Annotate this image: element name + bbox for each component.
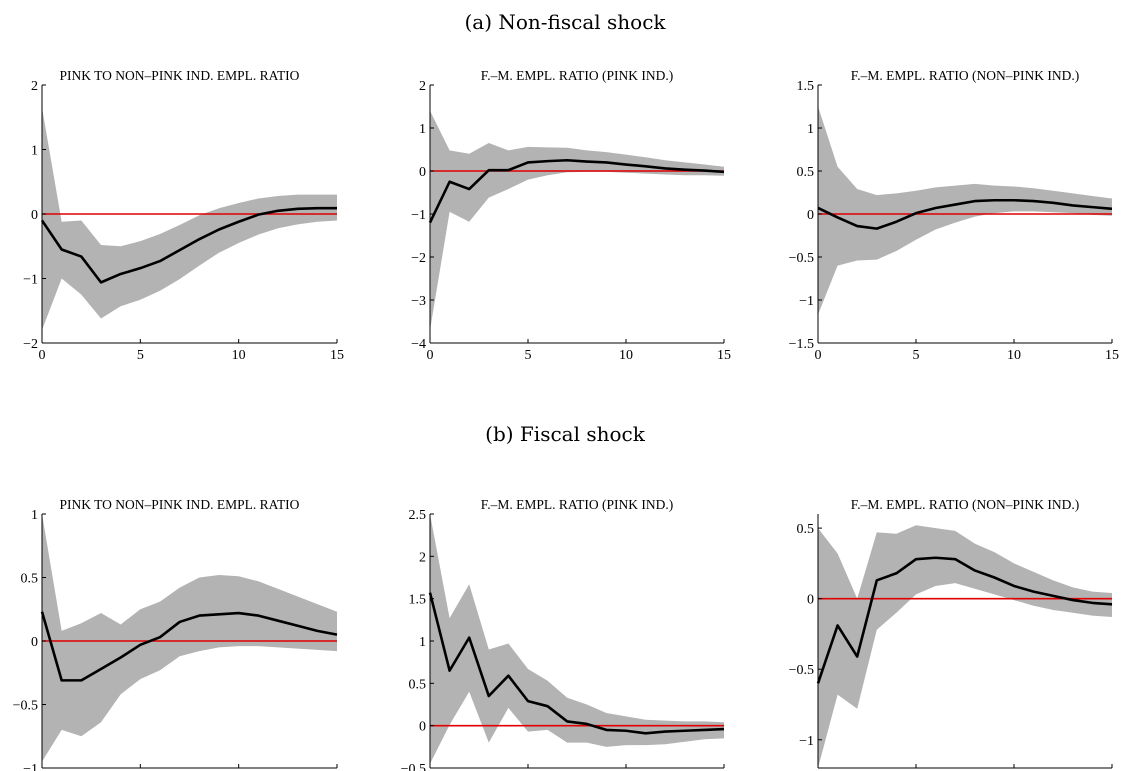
- y-tick-label: 1: [419, 122, 426, 137]
- y-tick-label: 2.5: [409, 508, 427, 523]
- confidence-band: [42, 107, 337, 331]
- median-response-line: [40, 611, 338, 682]
- y-tick-label: −2: [23, 337, 38, 352]
- y-tick-label: −1: [799, 734, 814, 749]
- x-tick-label: 10: [619, 348, 633, 363]
- y-tick-label: −1: [411, 208, 426, 223]
- y-tick-label: 1.5: [409, 593, 427, 608]
- y-tick-label: 0: [807, 593, 814, 608]
- y-tick-label: −0.5: [789, 663, 814, 678]
- chart-panel-1: 0 5 10 15 −2 −1 0 1 2 PINK TO NON–PINK IND. EMPL.…: [23, 68, 344, 363]
- y-tick-label: −3: [411, 294, 426, 309]
- x-tick-label: 0: [39, 348, 46, 363]
- y-tick-label: 0.5: [21, 572, 39, 587]
- y-tick-label: 1: [31, 144, 38, 159]
- median-response-line: [428, 158, 725, 224]
- confidence-band: [818, 106, 1112, 315]
- x-tick-label: 15: [1105, 348, 1119, 363]
- y-tick-label: 1: [419, 635, 426, 650]
- subplot-title: PINK TO NON–PINK IND. EMPL. RATIO: [60, 497, 300, 512]
- y-tick-label: 0: [419, 720, 426, 735]
- chart-panel-2: 0 5 10 15 −4 −3 −2 −1 0 1 2 F.–M. EMPL. RATIO (PINK…: [411, 68, 731, 363]
- y-tick-label: 1: [31, 508, 38, 523]
- y-tick-label: −1.5: [789, 337, 814, 352]
- y-tick-label: 1.5: [797, 79, 815, 94]
- subplot-title: F.–M. EMPL. RATIO (NON–PINK IND.): [851, 497, 1079, 512]
- x-tick-label: 5: [913, 348, 920, 363]
- confidence-band: [42, 514, 337, 762]
- y-tick-label: 0.5: [409, 677, 427, 692]
- y-tick-label: −1: [23, 762, 38, 771]
- median-response-line: [817, 198, 1113, 230]
- x-tick-label: 15: [717, 348, 731, 363]
- y-tick-label: −0.5: [13, 699, 38, 714]
- median-response-line: [428, 592, 725, 735]
- section-title-a: (a) Non-fiscal shock: [464, 10, 666, 34]
- y-tick-label: −4: [411, 337, 426, 352]
- x-tick-label: 0: [427, 348, 434, 363]
- x-tick-label: 5: [525, 348, 532, 363]
- y-tick-label: 2: [419, 79, 426, 94]
- y-tick-label: 0.5: [797, 165, 815, 180]
- subplot-title: F.–M. EMPL. RATIO (PINK IND.): [481, 497, 673, 512]
- confidence-band: [818, 525, 1112, 768]
- section-title-b: (b) Fiscal shock: [485, 422, 645, 446]
- y-tick-label: −1: [23, 273, 38, 288]
- y-tick-label: −0.5: [401, 762, 426, 771]
- x-tick-label: 10: [232, 348, 246, 363]
- subplot-title: F.–M. EMPL. RATIO (PINK IND.): [481, 68, 673, 83]
- y-tick-label: 0: [807, 208, 814, 223]
- y-tick-label: 2: [419, 550, 426, 565]
- y-tick-label: −0.5: [789, 251, 814, 266]
- x-tick-label: 0: [815, 348, 822, 363]
- subplot-title: PINK TO NON–PINK IND. EMPL. RATIO: [60, 68, 300, 83]
- x-tick-label: 5: [137, 348, 144, 363]
- median-response-line: [816, 556, 1113, 684]
- y-tick-label: 0: [419, 165, 426, 180]
- x-tick-label: 15: [330, 348, 344, 363]
- confidence-band: [430, 110, 724, 331]
- y-tick-label: −1: [799, 294, 814, 309]
- y-tick-label: 0: [31, 208, 38, 223]
- median-response-line: [40, 206, 337, 284]
- subplot-title: F.–M. EMPL. RATIO (NON–PINK IND.): [851, 68, 1079, 83]
- y-tick-label: −2: [411, 251, 426, 266]
- x-tick-label: 10: [1007, 348, 1021, 363]
- y-tick-label: 0.5: [797, 522, 815, 537]
- y-tick-label: 0: [31, 635, 38, 650]
- chart-panel-3: 0 5 10 15 −1.5 −1 −0.5 0 0.5 1 1.5 F.–M. EMPL. RATI…: [789, 68, 1119, 363]
- y-tick-label: 1: [807, 122, 814, 137]
- confidence-band: [430, 514, 724, 764]
- y-tick-label: 2: [31, 79, 38, 94]
